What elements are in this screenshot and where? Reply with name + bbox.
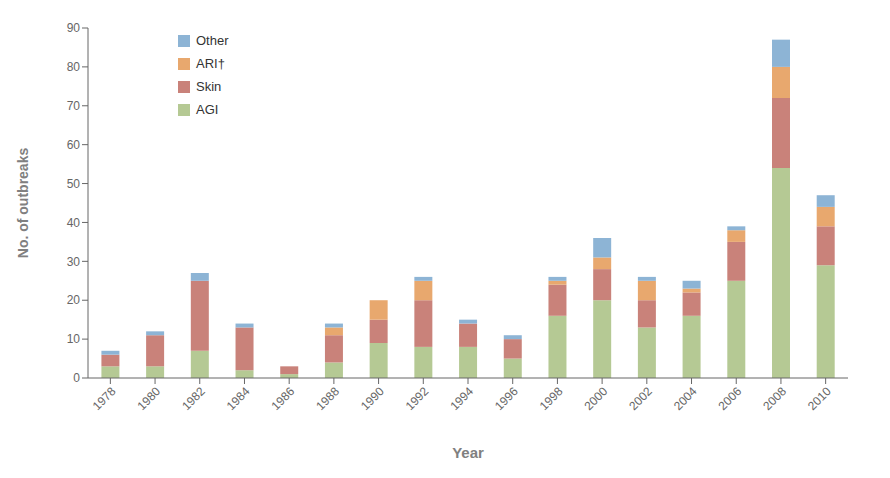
svg-text:0: 0 xyxy=(73,371,80,385)
svg-text:2002: 2002 xyxy=(626,384,655,413)
svg-text:60: 60 xyxy=(67,138,81,152)
svg-text:1984: 1984 xyxy=(224,384,253,413)
svg-text:1978: 1978 xyxy=(90,384,119,413)
svg-text:50: 50 xyxy=(67,177,81,191)
svg-text:1996: 1996 xyxy=(492,384,521,413)
svg-text:30: 30 xyxy=(67,255,81,269)
svg-text:10: 10 xyxy=(67,332,81,346)
svg-text:1982: 1982 xyxy=(179,384,208,413)
svg-text:2006: 2006 xyxy=(716,384,745,413)
svg-text:2010: 2010 xyxy=(805,384,834,413)
svg-text:1988: 1988 xyxy=(313,384,342,413)
svg-text:No. of outbreaks: No. of outbreaks xyxy=(15,148,31,259)
svg-text:2008: 2008 xyxy=(760,384,789,413)
svg-text:90: 90 xyxy=(67,21,81,35)
svg-text:1980: 1980 xyxy=(134,384,163,413)
svg-text:1998: 1998 xyxy=(537,384,566,413)
svg-text:20: 20 xyxy=(67,293,81,307)
html-text:Skin: Skin xyxy=(196,79,222,94)
svg-text:1990: 1990 xyxy=(358,384,387,413)
svg-text:80: 80 xyxy=(67,60,81,74)
svg-text:Year: Year xyxy=(452,444,484,461)
html-text:Other: Other xyxy=(196,33,229,48)
svg-text:40: 40 xyxy=(67,216,81,230)
svg-text:2000: 2000 xyxy=(581,384,610,413)
svg-text:1994: 1994 xyxy=(447,384,476,413)
svg-text:1992: 1992 xyxy=(403,384,432,413)
svg-text:2004: 2004 xyxy=(671,384,700,413)
svg-text:70: 70 xyxy=(67,99,81,113)
svg-text:1986: 1986 xyxy=(269,384,298,413)
html-text:AGI: AGI xyxy=(196,102,219,117)
html-text:ARI†: ARI† xyxy=(196,56,225,71)
